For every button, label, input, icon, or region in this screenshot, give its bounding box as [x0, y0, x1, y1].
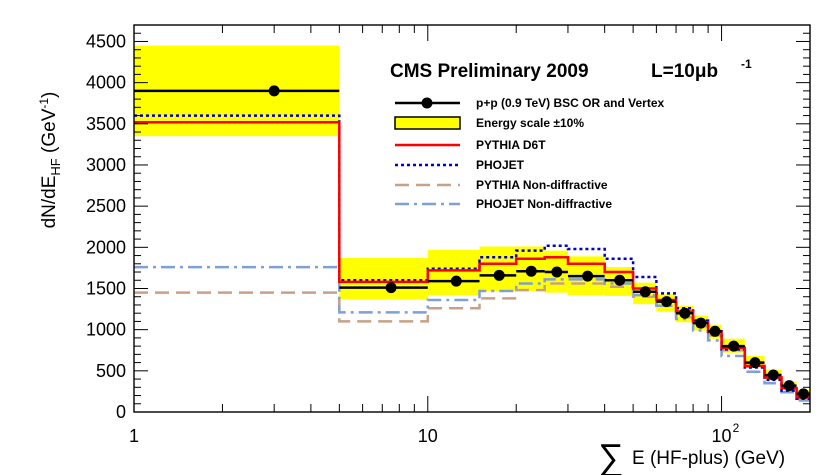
data-point — [450, 275, 462, 287]
legend-data-label: p+p (0.9 TeV) BSC OR and Vertex — [476, 96, 664, 110]
legend-band-label: Energy scale ±10% — [476, 116, 584, 130]
y-tick-label: 3000 — [86, 155, 126, 175]
data-point — [614, 274, 626, 286]
data-point — [679, 307, 691, 319]
y-tick-label: 0 — [116, 402, 126, 422]
y-axis-label: dN/dEHF (GeV-1) — [37, 92, 63, 229]
data-point — [695, 317, 707, 329]
legend-entry-pythia: PYTHIA D6T — [395, 138, 546, 152]
y-label-close: ) — [39, 92, 60, 98]
chart-title: CMS Preliminary 2009 — [390, 61, 589, 82]
chart-title-lumi: L=10μb — [651, 61, 718, 82]
data-point — [709, 325, 721, 337]
chart-title-lumi-exp: -1 — [741, 57, 752, 71]
y-label-sub: HF — [48, 158, 63, 175]
energy-scale-band — [134, 45, 810, 399]
y-tick-label: 4500 — [86, 31, 126, 51]
x-label-sum-symbol: ∑ — [598, 436, 624, 475]
x-tick-label: 10 — [418, 426, 438, 446]
x-axis-label: E (HF-plus) (GeV) — [632, 448, 785, 469]
legend: p+p (0.9 TeV) BSC OR and Vertex Energy s… — [394, 96, 664, 211]
legend-phojet-label: PHOJET — [476, 158, 525, 172]
x-tick-label: 1 — [129, 426, 139, 446]
data-point — [639, 286, 651, 298]
legend-entry-phojet: PHOJET — [395, 158, 525, 172]
axis-ticks: 0 500 1000 1500 2000 2500 3000 3500 4000 4500 1 10 1… — [86, 24, 811, 446]
legend-entry-band: Energy scale ±10% — [394, 116, 584, 130]
y-tick-label: 2500 — [86, 196, 126, 216]
svg-text:dN/dEHF (GeV-1): dN/dEHF (GeV-1) — [37, 92, 63, 229]
y-tick-label: 4000 — [86, 73, 126, 93]
band-bin — [339, 258, 428, 300]
y-tick-label: 1500 — [86, 278, 126, 298]
legend-entry-data: p+p (0.9 TeV) BSC OR and Vertex — [395, 96, 664, 110]
y-tick-label: 500 — [96, 361, 126, 381]
data-point — [582, 270, 594, 282]
legend-pythia-nd-label: PYTHIA Non-diffractive — [476, 178, 608, 192]
plot-frame — [133, 24, 811, 413]
data-point — [661, 296, 673, 308]
x-tick-label: 10 — [712, 426, 732, 446]
legend-phojet-nd-label: PHOJET Non-diffractive — [476, 197, 612, 211]
data-points — [134, 85, 810, 400]
data-point — [767, 369, 779, 381]
legend-pythia-label: PYTHIA D6T — [476, 138, 546, 152]
y-tick-label: 2000 — [86, 237, 126, 257]
data-point — [493, 269, 505, 281]
data-point — [525, 265, 537, 277]
y-label-unit: (GeV — [39, 108, 60, 158]
y-tick-label: 3500 — [86, 114, 126, 134]
legend-data-marker — [421, 97, 433, 109]
data-point — [728, 340, 740, 352]
y-tick-label: 1000 — [86, 320, 126, 340]
legend-entry-phojet-nd: PHOJET Non-diffractive — [395, 197, 612, 211]
data-point — [268, 85, 280, 97]
pythia-line — [134, 120, 810, 399]
y-label-unit-exp: -1 — [37, 98, 51, 109]
band-bin — [427, 249, 480, 296]
legend-band-swatch — [394, 116, 461, 130]
band-bin — [479, 246, 517, 291]
y-label-main: dN/dE — [39, 176, 60, 229]
data-point — [551, 266, 563, 278]
data-point — [797, 388, 809, 400]
data-point — [749, 357, 761, 369]
x-tick-label-exp: 2 — [733, 421, 740, 435]
data-point — [385, 282, 397, 294]
data-point — [783, 380, 795, 392]
legend-entry-pythia-nd: PYTHIA Non-diffractive — [395, 178, 608, 192]
